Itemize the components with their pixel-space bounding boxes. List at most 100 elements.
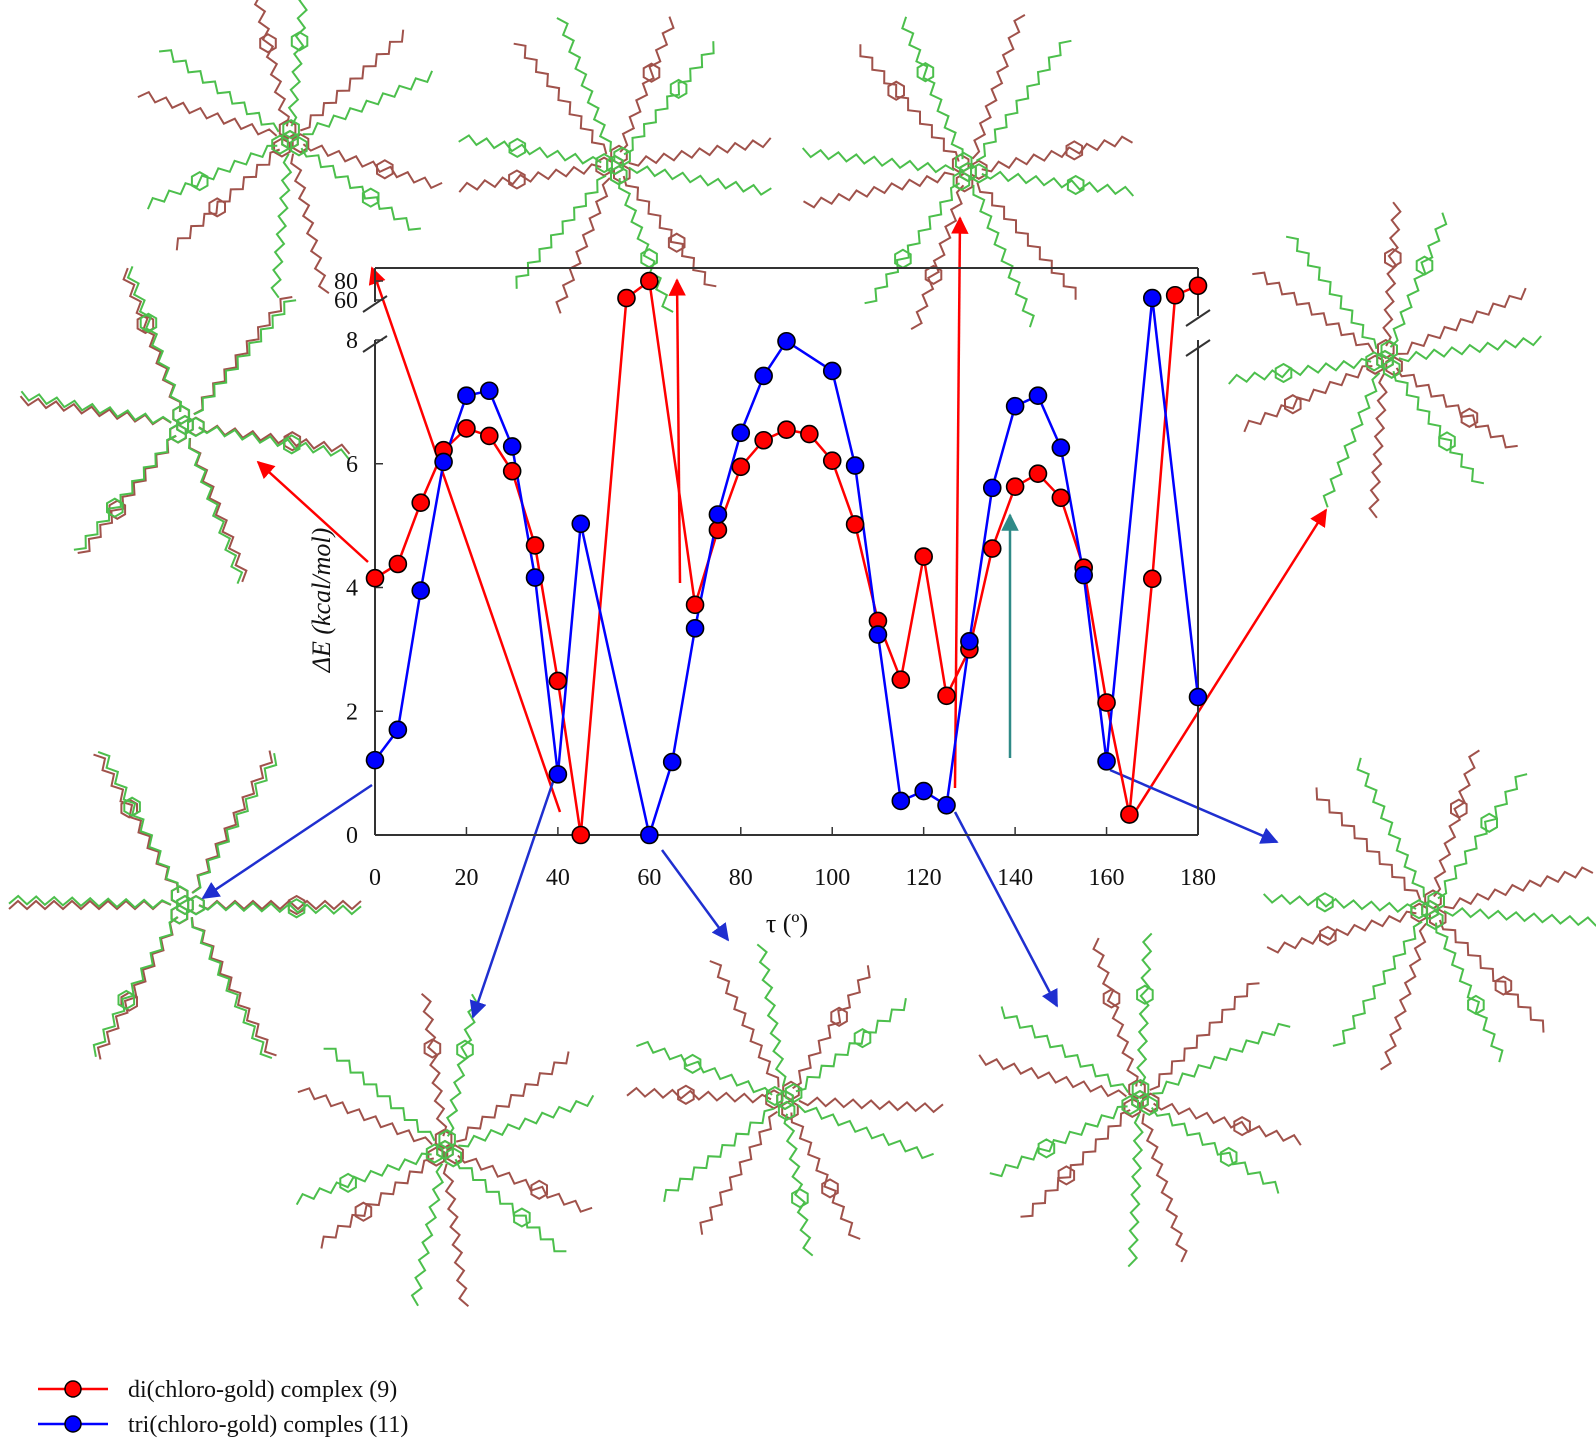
data-point-tri — [457, 386, 476, 405]
conformer-structures — [8, 0, 1596, 1308]
x-tick-label: 100 — [814, 865, 850, 891]
x-tick-label: 60 — [637, 865, 661, 891]
data-point-di — [891, 670, 911, 689]
data-point-di — [937, 686, 956, 706]
x-tick-label: 40 — [546, 865, 570, 891]
y-tick-label: 0 — [346, 823, 358, 849]
data-point-tri — [640, 825, 659, 845]
data-point-di — [1142, 569, 1162, 589]
data-point-di — [1051, 488, 1071, 508]
data-point-di — [800, 424, 819, 444]
x-tick-label: 80 — [729, 865, 753, 891]
data-point-tri — [1028, 386, 1048, 405]
data-point-di — [571, 825, 591, 845]
data-point-di — [731, 457, 751, 477]
legend-label-tri: tri(chloro-gold) comples (11) — [128, 1412, 408, 1438]
data-point-di — [1097, 693, 1116, 712]
data-point-di — [1005, 477, 1025, 496]
data-point-tri — [1142, 288, 1162, 308]
molecular-structure-icon — [801, 14, 1135, 330]
y-tick-label: 60 — [334, 288, 358, 314]
data-point-di — [617, 288, 636, 308]
axis-break-mark — [1185, 309, 1211, 327]
y-tick-label: 6 — [346, 452, 358, 478]
data-point-tri — [1074, 565, 1093, 585]
arrow-red — [951, 216, 969, 789]
x-tick-label: 20 — [454, 865, 478, 891]
data-point-tri — [822, 361, 842, 381]
data-point-di — [1188, 276, 1208, 296]
data-point-di — [502, 461, 522, 481]
arrow-blue — [660, 849, 730, 942]
data-point-di — [1120, 805, 1139, 824]
data-point-tri — [525, 568, 545, 587]
data-point-di — [1028, 464, 1048, 483]
x-tick-label: 180 — [1180, 865, 1216, 891]
x-tick-label: 140 — [997, 865, 1033, 891]
data-point-di — [525, 536, 545, 555]
data-point-tri — [571, 514, 591, 534]
axis-break-mark — [362, 335, 388, 353]
y-tick-label: 4 — [346, 576, 358, 602]
data-point-tri — [685, 619, 705, 638]
data-point-di — [457, 419, 476, 438]
data-point-tri — [982, 478, 1002, 498]
series-line-0 — [374, 278, 1199, 836]
x-tick-label: 160 — [1089, 865, 1125, 891]
data-point-tri — [960, 632, 979, 651]
data-point-di — [548, 671, 568, 691]
data-point-tri — [891, 791, 911, 811]
x-tick-label: 120 — [906, 865, 942, 891]
data-point-di — [982, 539, 1002, 558]
data-point-tri — [434, 452, 453, 472]
annotation-arrows — [201, 216, 1328, 1019]
data-series — [365, 271, 1208, 845]
data-point-tri — [754, 366, 773, 386]
legend-marker-blue — [64, 1415, 82, 1433]
legend-marker-red — [64, 1380, 82, 1398]
y-tick-label: 2 — [346, 699, 358, 725]
molecular-structure-icon — [458, 16, 772, 314]
data-point-tri — [480, 381, 499, 401]
arrow-red — [368, 266, 562, 813]
y-axis-label: ΔE (kcal/mol) — [307, 528, 336, 674]
data-point-tri — [777, 331, 796, 351]
data-point-di — [708, 520, 728, 540]
data-point-di — [845, 515, 865, 534]
y-tick-label: 8 — [346, 328, 358, 354]
arrow-blue — [469, 775, 557, 1019]
data-point-di — [685, 595, 705, 615]
data-point-di — [411, 493, 431, 513]
data-point-tri — [548, 765, 568, 784]
x-axis-label: τ (º) — [766, 909, 808, 938]
data-point-tri — [502, 437, 522, 456]
molecular-structure-icon — [137, 0, 443, 299]
data-point-tri — [914, 781, 933, 801]
axis-break-mark — [362, 295, 388, 313]
data-point-di — [640, 271, 659, 291]
data-point-di — [480, 426, 499, 446]
data-point-di — [1165, 285, 1185, 305]
legend: di(chloro-gold) complex (9) tri(chloro-g… — [38, 1377, 408, 1438]
data-point-tri — [388, 720, 408, 740]
data-point-tri — [937, 795, 956, 815]
data-point-tri — [731, 423, 751, 443]
data-point-di — [365, 568, 385, 588]
data-point-tri — [1097, 752, 1116, 771]
molecular-structure-icon — [295, 992, 595, 1308]
data-point-tri — [365, 750, 385, 770]
molecular-structure-icon — [978, 932, 1302, 1268]
legend-label-di: di(chloro-gold) complex (9) — [128, 1377, 397, 1403]
data-point-di — [777, 420, 796, 440]
data-point-di — [822, 451, 842, 470]
arrow-red — [1133, 508, 1328, 813]
molecular-structure-icon — [19, 266, 351, 584]
molecular-structure-icon — [8, 750, 362, 1060]
molecular-structure-icon — [626, 943, 944, 1257]
data-point-tri — [1188, 687, 1208, 707]
y-tick-label: 80 — [334, 269, 358, 295]
data-point-tri — [1005, 396, 1025, 416]
arrow-red — [256, 460, 369, 563]
